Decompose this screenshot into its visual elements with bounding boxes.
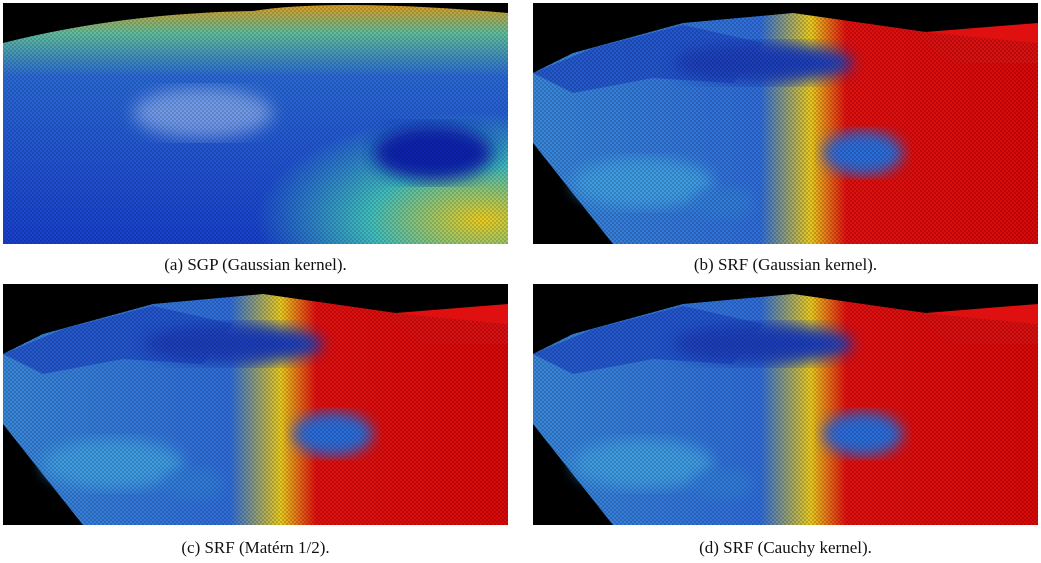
caption: (a) SGP (Gaussian kernel). (3, 255, 508, 275)
surface-plot (533, 284, 1038, 525)
figure: {"figure": {"panels": [ {"caption": "(a)… (0, 0, 1041, 563)
surface-plot (3, 284, 508, 525)
caption: (b) SRF (Gaussian kernel). (533, 255, 1038, 275)
caption: (d) SRF (Cauchy kernel). (533, 538, 1038, 558)
caption: (c) SRF (Matérn 1/2). (3, 538, 508, 558)
surface-plot (533, 3, 1038, 244)
surface-plot (3, 3, 508, 244)
